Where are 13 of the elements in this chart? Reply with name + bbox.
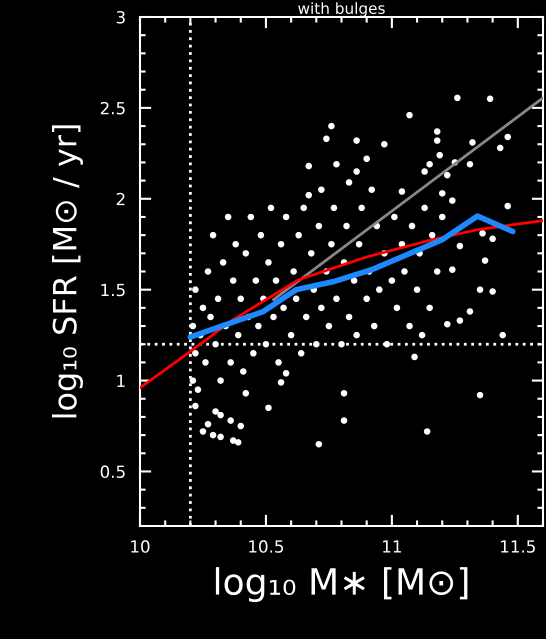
y-tick-label: 2 [116, 192, 124, 206]
y-tick-label: 3 [116, 10, 125, 24]
y-axis-title: log₁₀ SFR [M⊙ / yr] [52, 125, 83, 418]
x-tick-label: 10.5 [249, 540, 284, 553]
chart-title: with bulges [298, 2, 385, 17]
y-tick-label: 2.5 [100, 102, 125, 114]
x-tick-label: 10 [131, 540, 150, 553]
y-tick-label: 1.5 [101, 284, 125, 296]
y-tick-label: 1 [117, 374, 125, 387]
x-tick-label: 11.5 [501, 540, 535, 553]
y-tick-label: 0.5 [100, 465, 125, 478]
x-axis-title: log₁₀ M∗ [M⊙] [216, 567, 468, 602]
x-tick-label: 11 [383, 540, 401, 553]
